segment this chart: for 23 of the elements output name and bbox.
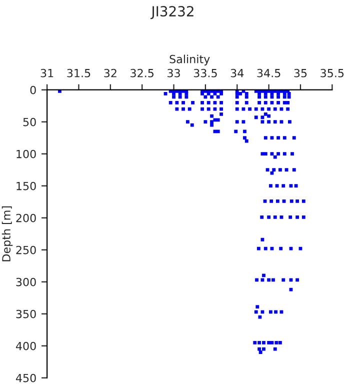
x-tick-label: 33.5 (194, 68, 217, 78)
x-tick-label: 31.5 (67, 68, 90, 78)
y-tick-label: 150 (16, 182, 36, 190)
y-tick-label: 0 (30, 86, 36, 94)
chart-title: JI3232 (150, 6, 194, 20)
x-tick-label: 32.5 (130, 68, 154, 78)
y-tick-label: 350 (16, 310, 36, 318)
x-tick-label: 35.5 (320, 68, 344, 78)
y-tick-label: 300 (16, 278, 36, 286)
x-tick-label: 34.5 (257, 68, 280, 78)
y-tick-label: 200 (16, 214, 36, 222)
y-tick-label: 250 (16, 246, 36, 254)
x-tick-label: 33 (168, 68, 180, 78)
x-tick-label: 34 (230, 68, 244, 78)
y-axis-title: Depth [m] (2, 206, 13, 262)
y-tick-label: 400 (16, 342, 36, 350)
x-tick-label: 35 (294, 68, 307, 78)
y-tick-label: 100 (16, 150, 36, 158)
x-tick-label: 31 (40, 68, 54, 78)
y-tick-label: 450 (16, 374, 36, 382)
y-tick-label: 50 (23, 118, 36, 126)
x-axis-title: Salinity (170, 54, 210, 66)
x-tick-label: 32 (104, 68, 116, 78)
